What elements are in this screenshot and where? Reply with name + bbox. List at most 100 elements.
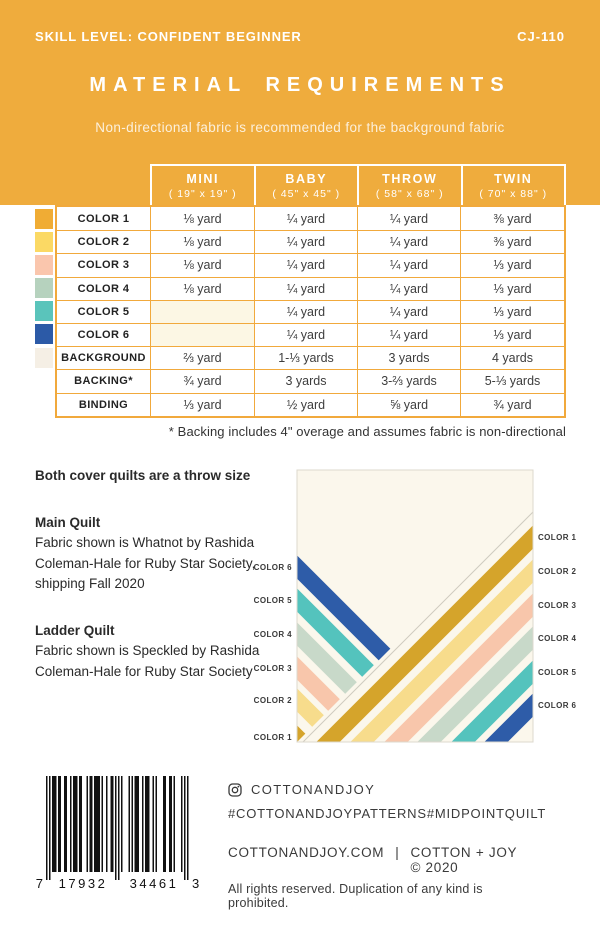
row-label: COLOR 3 bbox=[57, 253, 150, 276]
yardage-value: 3 yards bbox=[254, 369, 357, 393]
diagram-label: COLOR 3 bbox=[254, 664, 293, 673]
quilt-border bbox=[296, 469, 534, 743]
main-quilt-description: Fabric shown is Whatnot by Rashida Colem… bbox=[35, 535, 256, 592]
yardage-value: ⅔ yard bbox=[150, 346, 254, 370]
yardage-value-empty bbox=[150, 322, 254, 347]
yardage-value: ¼ yard bbox=[357, 253, 460, 277]
swatch-color-1 bbox=[35, 208, 53, 229]
page-title: MATERIAL REQUIREMENTS bbox=[89, 74, 511, 96]
backing-footnote: * Backing includes 4" overage and assume… bbox=[168, 424, 566, 439]
diagram-label: COLOR 4 bbox=[254, 630, 293, 639]
ladder-quilt-description: Fabric shown is Speckled by Rashida Cole… bbox=[35, 643, 260, 679]
yardage-grid: COLOR 1 ⅛ yard ¼ yard ¼ yard ⅜ yard COLO… bbox=[55, 205, 566, 418]
yardage-value: ⅓ yard bbox=[460, 276, 564, 300]
column-size: ( 70" x 88" ) bbox=[479, 188, 548, 200]
row-label: COLOR 6 bbox=[57, 322, 150, 346]
ladder-quilt-heading: Ladder Quilt bbox=[35, 622, 115, 638]
column-size: ( 58" x 68" ) bbox=[375, 188, 444, 200]
diagram-label: COLOR 1 bbox=[538, 533, 577, 542]
table-row-color-6: COLOR 6 ¼ yard ¼ yard ⅓ yard bbox=[57, 322, 564, 347]
page-subtitle: Non-directional fabric is recommended fo… bbox=[95, 120, 505, 135]
column-size: ( 45" x 45" ) bbox=[272, 188, 341, 200]
barcode-digit-prefix: 7 bbox=[36, 876, 43, 891]
pattern-number: CJ-110 bbox=[517, 29, 565, 44]
table-row-color-4: COLOR 4 ⅛ yard ¼ yard ¼ yard ⅓ yard bbox=[57, 276, 564, 300]
stripe-up-color2 bbox=[350, 559, 533, 742]
column-size: ( 19" x 19" ) bbox=[168, 188, 237, 200]
stripe-down-color4 bbox=[297, 598, 533, 742]
separator-bar: | bbox=[395, 845, 400, 860]
table-row-background: BACKGROUND ⅔ yard 1-⅓ yards 3 yards 4 ya… bbox=[57, 346, 564, 370]
instagram-icon bbox=[228, 782, 242, 797]
yardage-value: 4 yards bbox=[460, 346, 564, 370]
header-band: SKILL LEVEL: CONFIDENT BEGINNER CJ-110 M… bbox=[0, 0, 600, 205]
table-row-binding: BINDING ⅓ yard ½ yard ⅝ yard ¾ yard bbox=[57, 392, 564, 416]
yardage-value: 3-⅔ yards bbox=[357, 369, 460, 393]
swatch-color-2 bbox=[35, 231, 53, 252]
skill-level-text: SKILL LEVEL: CONFIDENT BEGINNER bbox=[35, 29, 302, 44]
diagram-label: COLOR 5 bbox=[254, 596, 293, 605]
yardage-value: ¼ yard bbox=[254, 207, 357, 231]
row-label: COLOR 5 bbox=[57, 299, 150, 323]
seam-line bbox=[302, 511, 533, 742]
yardage-value: ¼ yard bbox=[357, 299, 460, 323]
yardage-value: ¼ yard bbox=[254, 322, 357, 347]
yardage-value: 3 yards bbox=[357, 346, 460, 370]
yardage-value: ¼ yard bbox=[254, 276, 357, 300]
diagram-right-labels: COLOR 1 COLOR 2 COLOR 3 COLOR 4 COLOR 5 … bbox=[538, 533, 577, 710]
main-quilt-heading: Main Quilt bbox=[35, 514, 101, 530]
quilt-diagram: COLOR 6 COLOR 5 COLOR 4 COLOR 3 COLOR 2 … bbox=[254, 469, 577, 743]
yardage-value: ¼ yard bbox=[357, 322, 460, 347]
yardage-value: 5-⅓ yards bbox=[460, 369, 564, 393]
yardage-value: ¼ yard bbox=[254, 299, 357, 323]
column-name: MINI bbox=[186, 172, 220, 186]
diagram-label: COLOR 5 bbox=[538, 668, 577, 677]
swatch-background bbox=[35, 347, 53, 368]
stripe-up-color4 bbox=[417, 626, 533, 742]
upc-barcode: 7 17932 34461 3 bbox=[36, 776, 199, 891]
barcode-digit-group1: 17932 bbox=[59, 876, 108, 891]
row-label: COLOR 2 bbox=[57, 230, 150, 253]
stripe-up-color5 bbox=[451, 660, 533, 742]
swatch-color-3 bbox=[35, 254, 53, 275]
column-header-mini: MINI ( 19" x 19" ) bbox=[150, 164, 254, 205]
copyright-text: COTTON + JOY © 2020 bbox=[410, 845, 517, 875]
column-name: THROW bbox=[382, 172, 438, 186]
header-top-row: SKILL LEVEL: CONFIDENT BEGINNER CJ-110 bbox=[35, 29, 565, 44]
table-column-headers: MINI ( 19" x 19" ) BABY ( 45" x 45" ) TH… bbox=[150, 164, 566, 205]
swatch-color-5 bbox=[35, 301, 53, 322]
yardage-value: ⅛ yard bbox=[150, 230, 254, 254]
stripe-up-color1 bbox=[316, 525, 533, 742]
fabric-swatch-column bbox=[35, 207, 55, 418]
yardage-value: ¼ yard bbox=[357, 276, 460, 300]
diagram-label: COLOR 6 bbox=[254, 563, 293, 572]
yardage-value: ⅓ yard bbox=[460, 322, 564, 347]
yardage-value: ¼ yard bbox=[357, 230, 460, 254]
table-row-color-5: COLOR 5 ¼ yard ¼ yard ⅓ yard bbox=[57, 299, 564, 323]
table-row-color-2: COLOR 2 ⅛ yard ¼ yard ¼ yard ⅜ yard bbox=[57, 230, 564, 254]
yardage-value-empty bbox=[150, 299, 254, 323]
row-label: COLOR 4 bbox=[57, 276, 150, 300]
diagram-label: COLOR 1 bbox=[254, 733, 293, 742]
barcode-digit-check: 3 bbox=[192, 876, 199, 891]
swatch-color-6 bbox=[35, 324, 53, 345]
row-label: BINDING bbox=[57, 392, 150, 416]
yardage-value: ⅜ yard bbox=[460, 230, 564, 254]
diagram-label: COLOR 2 bbox=[254, 696, 293, 705]
column-name: BABY bbox=[285, 172, 328, 186]
row-label: BACKING* bbox=[57, 369, 150, 392]
quilt-info-block: Both cover quilts are a throw size Main … bbox=[35, 466, 267, 708]
cover-quilts-intro: Both cover quilts are a throw size bbox=[35, 468, 251, 483]
table-row-backing: BACKING* ¾ yard 3 yards 3-⅔ yards 5-⅓ ya… bbox=[57, 369, 564, 393]
diagram-label: COLOR 4 bbox=[538, 634, 577, 643]
diagram-label: COLOR 3 bbox=[538, 601, 577, 610]
row-label: BACKGROUND bbox=[57, 346, 150, 369]
yardage-value: ¼ yard bbox=[254, 230, 357, 254]
yardage-value: ⅝ yard bbox=[357, 392, 460, 416]
column-header-throw: THROW ( 58" x 68" ) bbox=[357, 164, 461, 205]
yardage-value: ¾ yard bbox=[460, 392, 564, 416]
barcode-bars bbox=[46, 776, 189, 880]
column-name: TWIN bbox=[494, 172, 533, 186]
swatch-color-4 bbox=[35, 278, 53, 299]
hashtags-row: #COTTONANDJOYPATTERNS #MIDPOINTQUILT bbox=[228, 806, 545, 821]
